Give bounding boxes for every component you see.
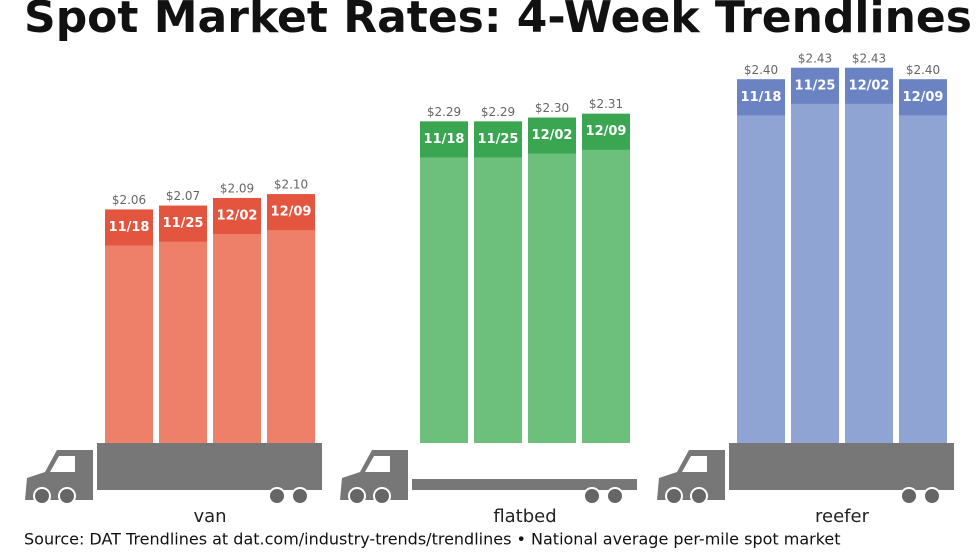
date-label: 12/09 (271, 205, 312, 220)
wheel (291, 487, 309, 505)
date-label: 12/02 (849, 78, 890, 93)
date-label: 11/18 (109, 220, 150, 235)
bar-cap (213, 197, 261, 234)
date-label: 12/09 (903, 90, 944, 105)
bar (267, 194, 315, 443)
wheel (923, 487, 941, 505)
value-label: $2.29 (427, 105, 461, 119)
source-note: Source: DAT Trendlines at dat.com/indust… (24, 530, 841, 549)
bar (528, 117, 576, 444)
bar-cap (791, 67, 839, 104)
wheel (665, 487, 683, 505)
chart-title: Spot Market Rates: 4-Week Trendlines (24, 0, 972, 43)
bar (899, 79, 947, 444)
bar (791, 67, 839, 444)
wheel (348, 487, 366, 505)
value-label: $2.43 (852, 51, 886, 65)
wheel (690, 487, 708, 505)
bar-cap (474, 121, 522, 158)
cab-window (50, 456, 75, 472)
value-label: $2.09 (220, 181, 254, 195)
bar (420, 121, 468, 444)
bar-cap (267, 194, 315, 231)
wheel (268, 487, 286, 505)
bar (159, 205, 207, 443)
wheel (58, 487, 76, 505)
bar-cap (899, 79, 947, 116)
value-label: $2.07 (166, 189, 200, 203)
value-label: $2.30 (535, 101, 569, 115)
bar-cap (159, 205, 207, 242)
bar-cap (105, 209, 153, 246)
bar-cap (845, 67, 893, 104)
bar (582, 113, 630, 443)
wheel (900, 487, 918, 505)
bar (474, 121, 522, 444)
value-label: $2.31 (589, 97, 623, 111)
date-label: 12/02 (217, 208, 258, 223)
value-label: $2.06 (112, 193, 146, 207)
bar (737, 79, 785, 444)
value-label: $2.43 (798, 51, 832, 65)
date-label: 11/18 (424, 132, 465, 147)
bar-cap (528, 117, 576, 154)
bar (213, 197, 261, 443)
trailer (729, 443, 954, 490)
wheel (373, 487, 391, 505)
bar-cap (420, 121, 468, 158)
date-label: 11/25 (795, 78, 836, 93)
category-label: van (193, 506, 226, 527)
cab-window (365, 456, 390, 472)
bar (105, 209, 153, 443)
value-label: $2.40 (906, 63, 940, 77)
date-label: 11/25 (478, 132, 519, 147)
category-label: flatbed (493, 506, 556, 527)
date-label: 12/09 (586, 124, 627, 139)
wheel (583, 487, 601, 505)
bar-cap (737, 79, 785, 116)
category-label: reefer (815, 506, 870, 527)
bar (845, 67, 893, 444)
date-label: 11/25 (163, 216, 204, 231)
wheel (606, 487, 624, 505)
value-label: $2.29 (481, 105, 515, 119)
date-label: 11/18 (741, 90, 782, 105)
wheel (33, 487, 51, 505)
value-label: $2.40 (744, 63, 778, 77)
date-label: 12/02 (532, 128, 573, 143)
value-label: $2.10 (274, 178, 308, 192)
trailer-deck (412, 479, 637, 490)
cab-window (682, 456, 707, 472)
bar-cap (582, 113, 630, 150)
trailer (97, 443, 322, 490)
